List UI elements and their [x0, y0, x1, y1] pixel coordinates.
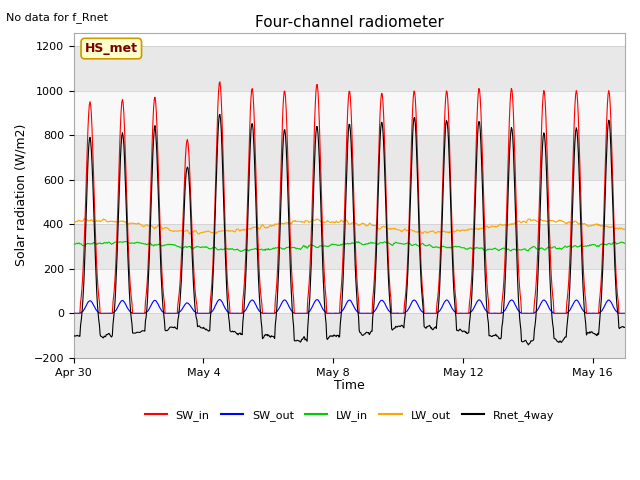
Text: No data for f_Rnet: No data for f_Rnet [6, 12, 108, 23]
Bar [74, 46, 625, 91]
Legend: SW_in, SW_out, LW_in, LW_out, Rnet_4way: SW_in, SW_out, LW_in, LW_out, Rnet_4way [140, 406, 559, 426]
Title: Four-channel radiometer: Four-channel radiometer [255, 15, 444, 30]
Bar [74, 135, 625, 180]
Bar [74, 224, 625, 269]
X-axis label: Time: Time [334, 379, 365, 392]
Bar [74, 91, 625, 135]
Text: HS_met: HS_met [85, 42, 138, 55]
Bar [74, 269, 625, 313]
Bar [74, 180, 625, 224]
Bar [74, 313, 625, 358]
Y-axis label: Solar radiation (W/m2): Solar radiation (W/m2) [15, 124, 28, 266]
